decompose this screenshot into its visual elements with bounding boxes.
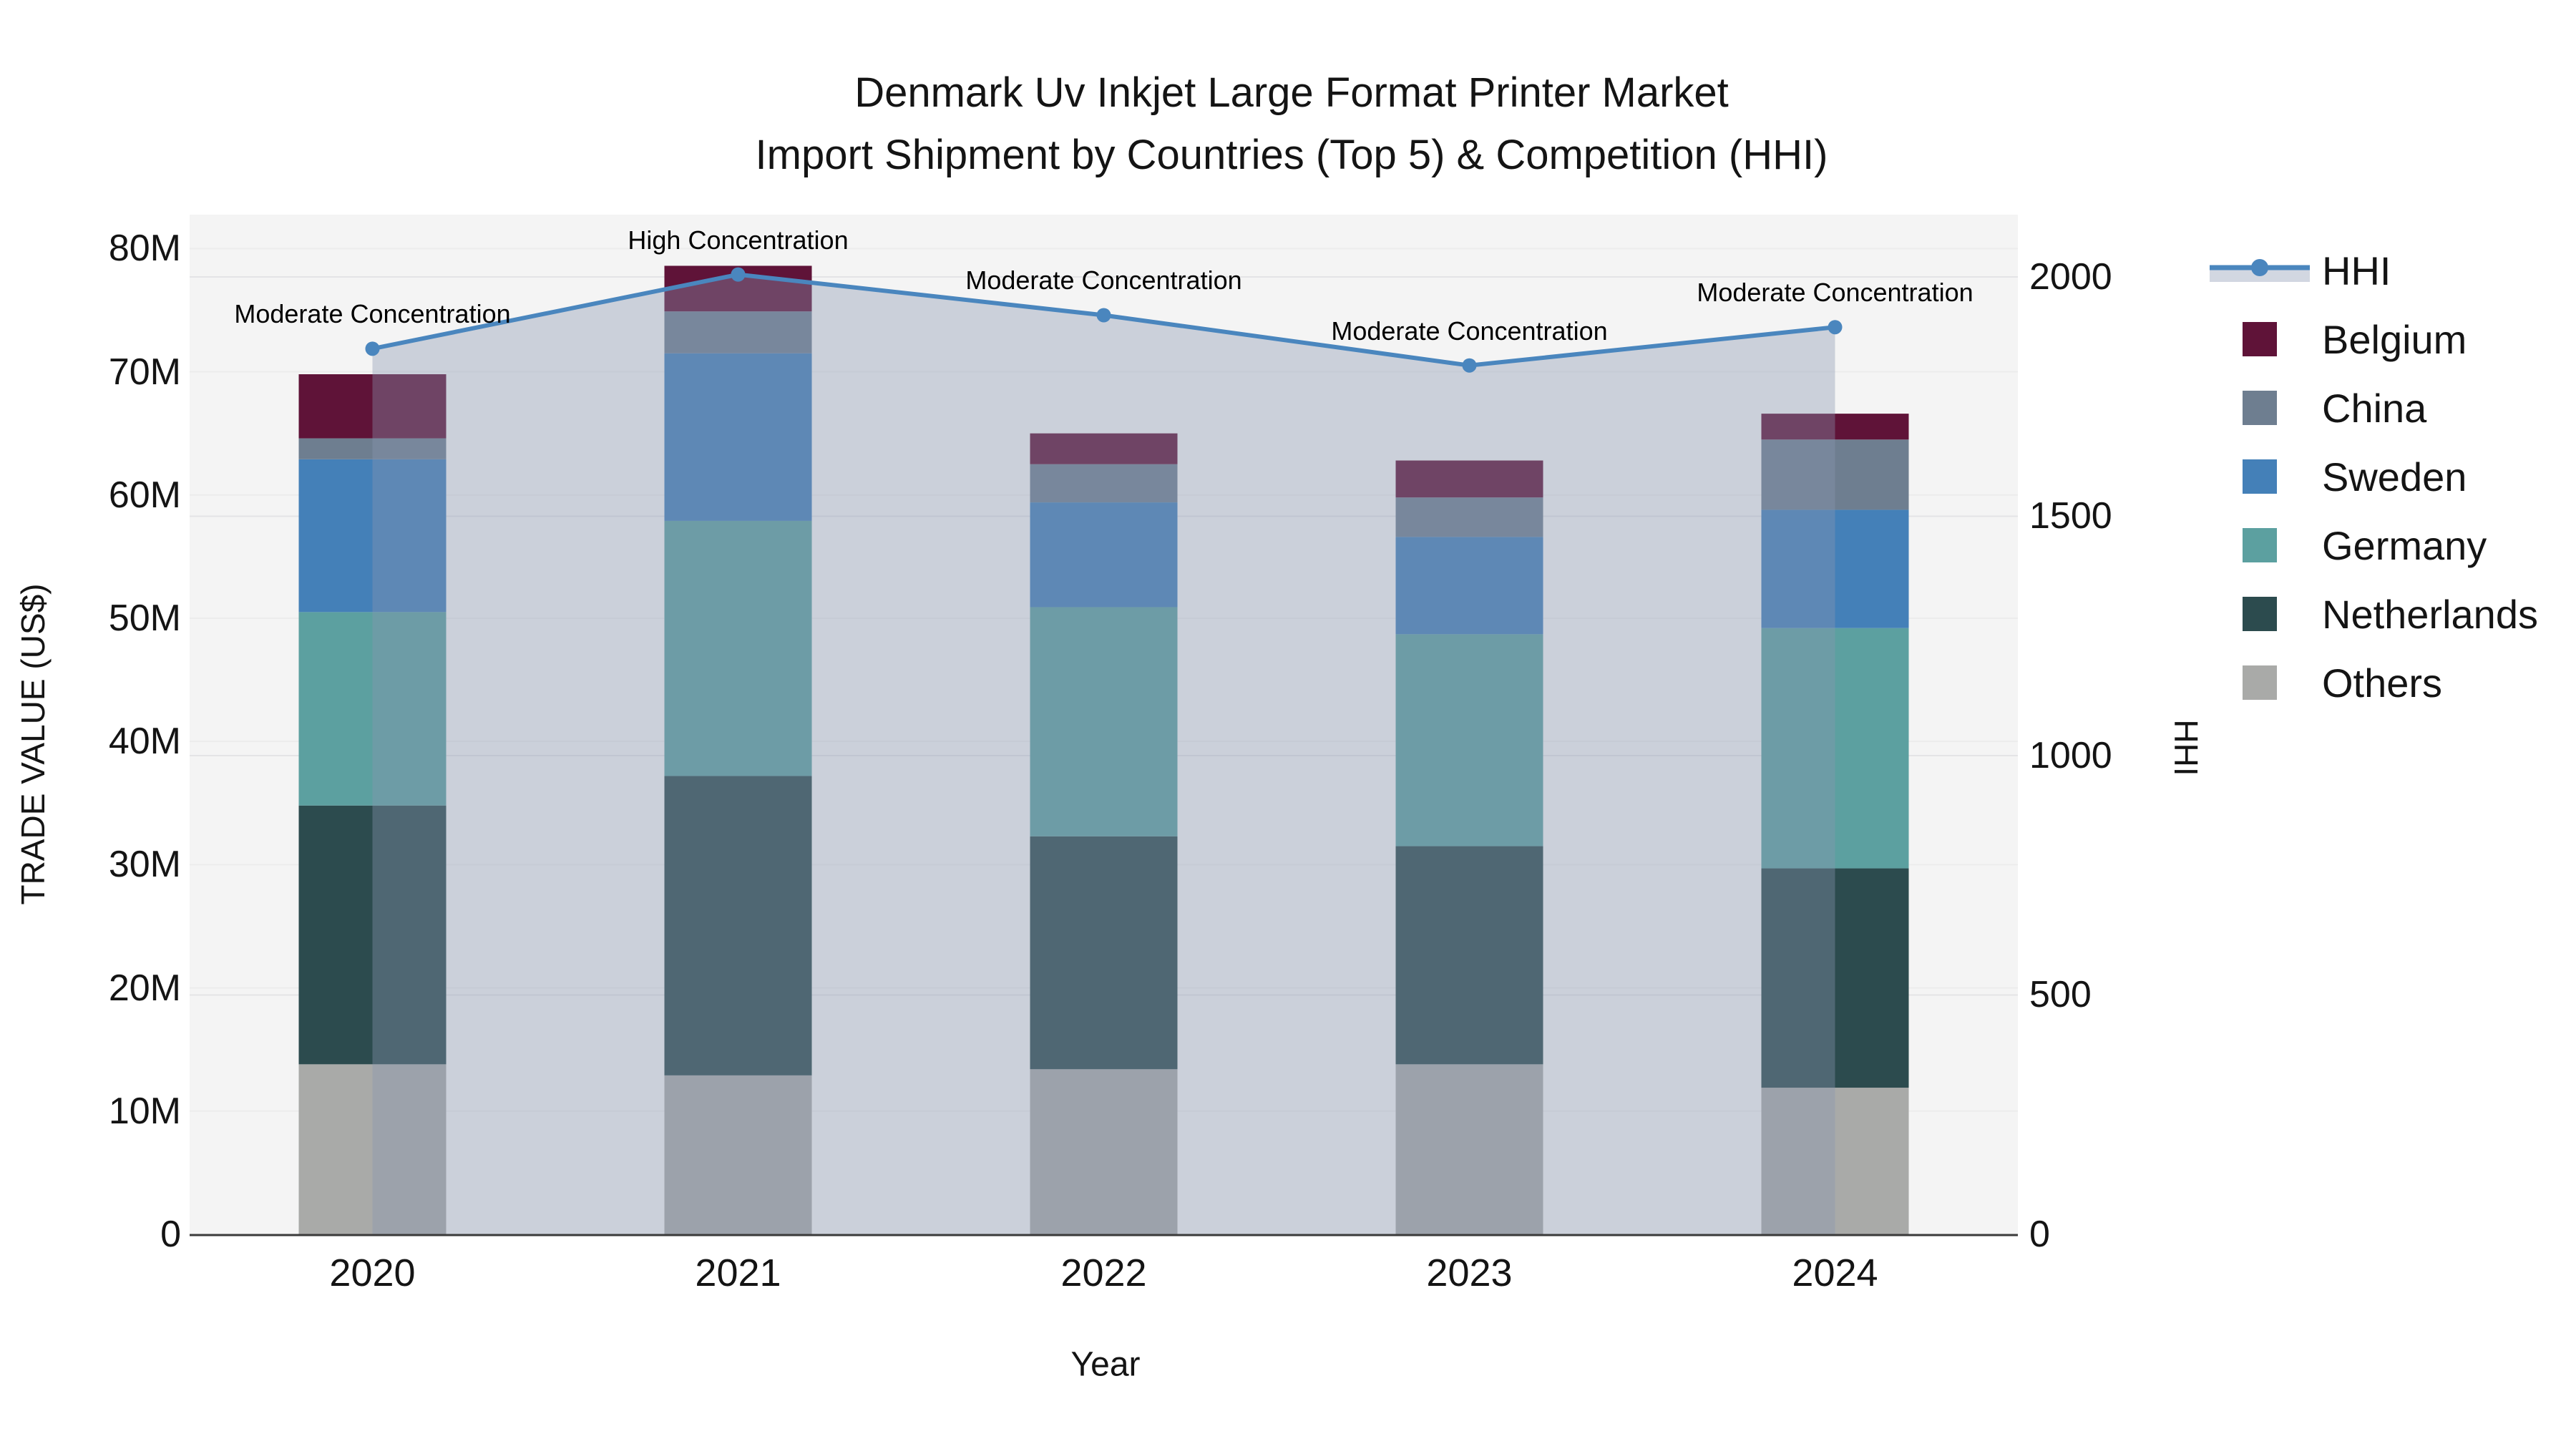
legend-item-hhi[interactable]: HHI bbox=[2204, 236, 2569, 305]
bar-segment-belgium-2024 bbox=[1761, 414, 1909, 440]
legend-swatch-germany bbox=[2243, 528, 2277, 562]
x-tick-label-2024: 2024 bbox=[1792, 1252, 1878, 1294]
y-tick-label-right-500: 500 bbox=[2029, 974, 2092, 1016]
bar-segment-netherlands-2020 bbox=[298, 805, 447, 1065]
legend-swatch-belgium bbox=[2243, 322, 2277, 356]
annotation-2023: Moderate Concentration bbox=[1331, 316, 1608, 346]
y-tick-label-right-2000: 2000 bbox=[2029, 255, 2112, 298]
bar-segment-germany-2022 bbox=[1030, 607, 1178, 836]
y-tick-label-right-1000: 1000 bbox=[2029, 734, 2112, 776]
legend-item-germany[interactable]: Germany bbox=[2204, 511, 2569, 580]
bar-segment-netherlands-2021 bbox=[664, 776, 812, 1075]
x-axis-title: Year bbox=[1070, 1345, 1141, 1384]
legend-swatch-china bbox=[2243, 391, 2277, 425]
legend-item-others[interactable]: Others bbox=[2204, 648, 2569, 717]
y-tick-label-left-60M: 60M bbox=[108, 474, 181, 516]
bar-segment-china-2020 bbox=[298, 438, 447, 459]
bar-segment-others-2024 bbox=[1761, 1088, 1909, 1234]
bar-segment-others-2023 bbox=[1395, 1064, 1543, 1234]
legend-swatch-sweden bbox=[2243, 459, 2277, 494]
bar-segment-others-2022 bbox=[1030, 1069, 1178, 1234]
y-tick-label-left-70M: 70M bbox=[108, 351, 181, 393]
x-tick-label-2021: 2021 bbox=[695, 1252, 781, 1294]
bar-segment-others-2020 bbox=[298, 1064, 447, 1234]
hhi-marker-2021 bbox=[731, 267, 746, 282]
bar-segment-germany-2023 bbox=[1395, 634, 1543, 847]
hhi-markers bbox=[365, 267, 1843, 373]
x-tick-label-2022: 2022 bbox=[1060, 1252, 1147, 1294]
legend-label: China bbox=[2322, 385, 2427, 431]
bar-segment-belgium-2020 bbox=[298, 374, 447, 439]
bar-segment-sweden-2023 bbox=[1395, 537, 1543, 635]
hhi-legend-sample-icon bbox=[2210, 253, 2310, 288]
bar-segment-china-2023 bbox=[1395, 497, 1543, 537]
x-tick-label-2020: 2020 bbox=[329, 1252, 416, 1294]
bar-segment-germany-2021 bbox=[664, 520, 812, 776]
bar-segment-sweden-2020 bbox=[298, 459, 447, 613]
stacked-bars bbox=[298, 265, 1909, 1234]
y-tick-label-left-50M: 50M bbox=[108, 597, 181, 639]
legend-item-belgium[interactable]: Belgium bbox=[2204, 305, 2569, 374]
legend-label: Others bbox=[2322, 660, 2443, 706]
legend-label: Sweden bbox=[2322, 454, 2467, 499]
bar-segment-netherlands-2023 bbox=[1395, 846, 1543, 1065]
y-tick-label-left-30M: 30M bbox=[108, 844, 181, 886]
bar-segment-netherlands-2024 bbox=[1761, 868, 1909, 1088]
bar-segment-china-2024 bbox=[1761, 439, 1909, 510]
legend-item-sweden[interactable]: Sweden bbox=[2204, 442, 2569, 511]
bar-segment-others-2021 bbox=[664, 1075, 812, 1234]
legend-swatch-others bbox=[2243, 665, 2277, 700]
bar-segment-germany-2020 bbox=[298, 612, 447, 806]
y-tick-label-right-0: 0 bbox=[2029, 1214, 2050, 1255]
legend-swatch-netherlands bbox=[2243, 597, 2277, 631]
bar-segment-belgium-2023 bbox=[1395, 460, 1543, 498]
y-tick-label-left-40M: 40M bbox=[108, 721, 181, 763]
y-tick-label-right-1500: 1500 bbox=[2029, 495, 2112, 537]
annotation-2021: High Concentration bbox=[628, 225, 849, 255]
annotation-2020: Moderate Concentration bbox=[234, 299, 511, 329]
y-axis-title-left: TRADE VALUE (US$) bbox=[14, 583, 52, 905]
legend-label: Belgium bbox=[2322, 316, 2467, 362]
y-tick-label-left-0: 0 bbox=[160, 1214, 181, 1255]
y-tick-label-left-80M: 80M bbox=[108, 228, 181, 270]
legend-label: Netherlands bbox=[2322, 591, 2538, 637]
annotation-2022: Moderate Concentration bbox=[965, 265, 1242, 296]
bar-segment-china-2022 bbox=[1030, 464, 1178, 503]
hhi-marker-2023 bbox=[1462, 358, 1477, 373]
hhi-marker-2024 bbox=[1828, 320, 1843, 335]
bar-segment-belgium-2022 bbox=[1030, 433, 1178, 464]
y-axis-title-right: HHI bbox=[2167, 719, 2205, 776]
y-tick-label-left-20M: 20M bbox=[108, 967, 181, 1009]
chart-title-line-2: Import Shipment by Countries (Top 5) & C… bbox=[755, 132, 1828, 178]
legend-label: HHI bbox=[2322, 248, 2391, 293]
legend-item-netherlands[interactable]: Netherlands bbox=[2204, 580, 2569, 648]
bar-segment-sweden-2021 bbox=[664, 353, 812, 521]
annotation-2024: Moderate Concentration bbox=[1697, 278, 1974, 308]
chart-title-line-1: Denmark Uv Inkjet Large Format Printer M… bbox=[854, 69, 1729, 116]
y-tick-label-left-10M: 10M bbox=[108, 1090, 181, 1132]
legend-item-china[interactable]: China bbox=[2204, 374, 2569, 442]
x-tick-label-2023: 2023 bbox=[1426, 1252, 1513, 1294]
bar-segment-netherlands-2022 bbox=[1030, 836, 1178, 1070]
bar-segment-sweden-2022 bbox=[1030, 502, 1178, 608]
bar-segment-china-2021 bbox=[664, 311, 812, 353]
bar-segment-sweden-2024 bbox=[1761, 509, 1909, 628]
hhi-marker-2022 bbox=[1096, 308, 1111, 323]
bar-segment-germany-2024 bbox=[1761, 628, 1909, 869]
legend-label: Germany bbox=[2322, 522, 2487, 568]
hhi-marker-2020 bbox=[365, 341, 380, 356]
hhi-area-fill bbox=[372, 274, 1835, 1235]
